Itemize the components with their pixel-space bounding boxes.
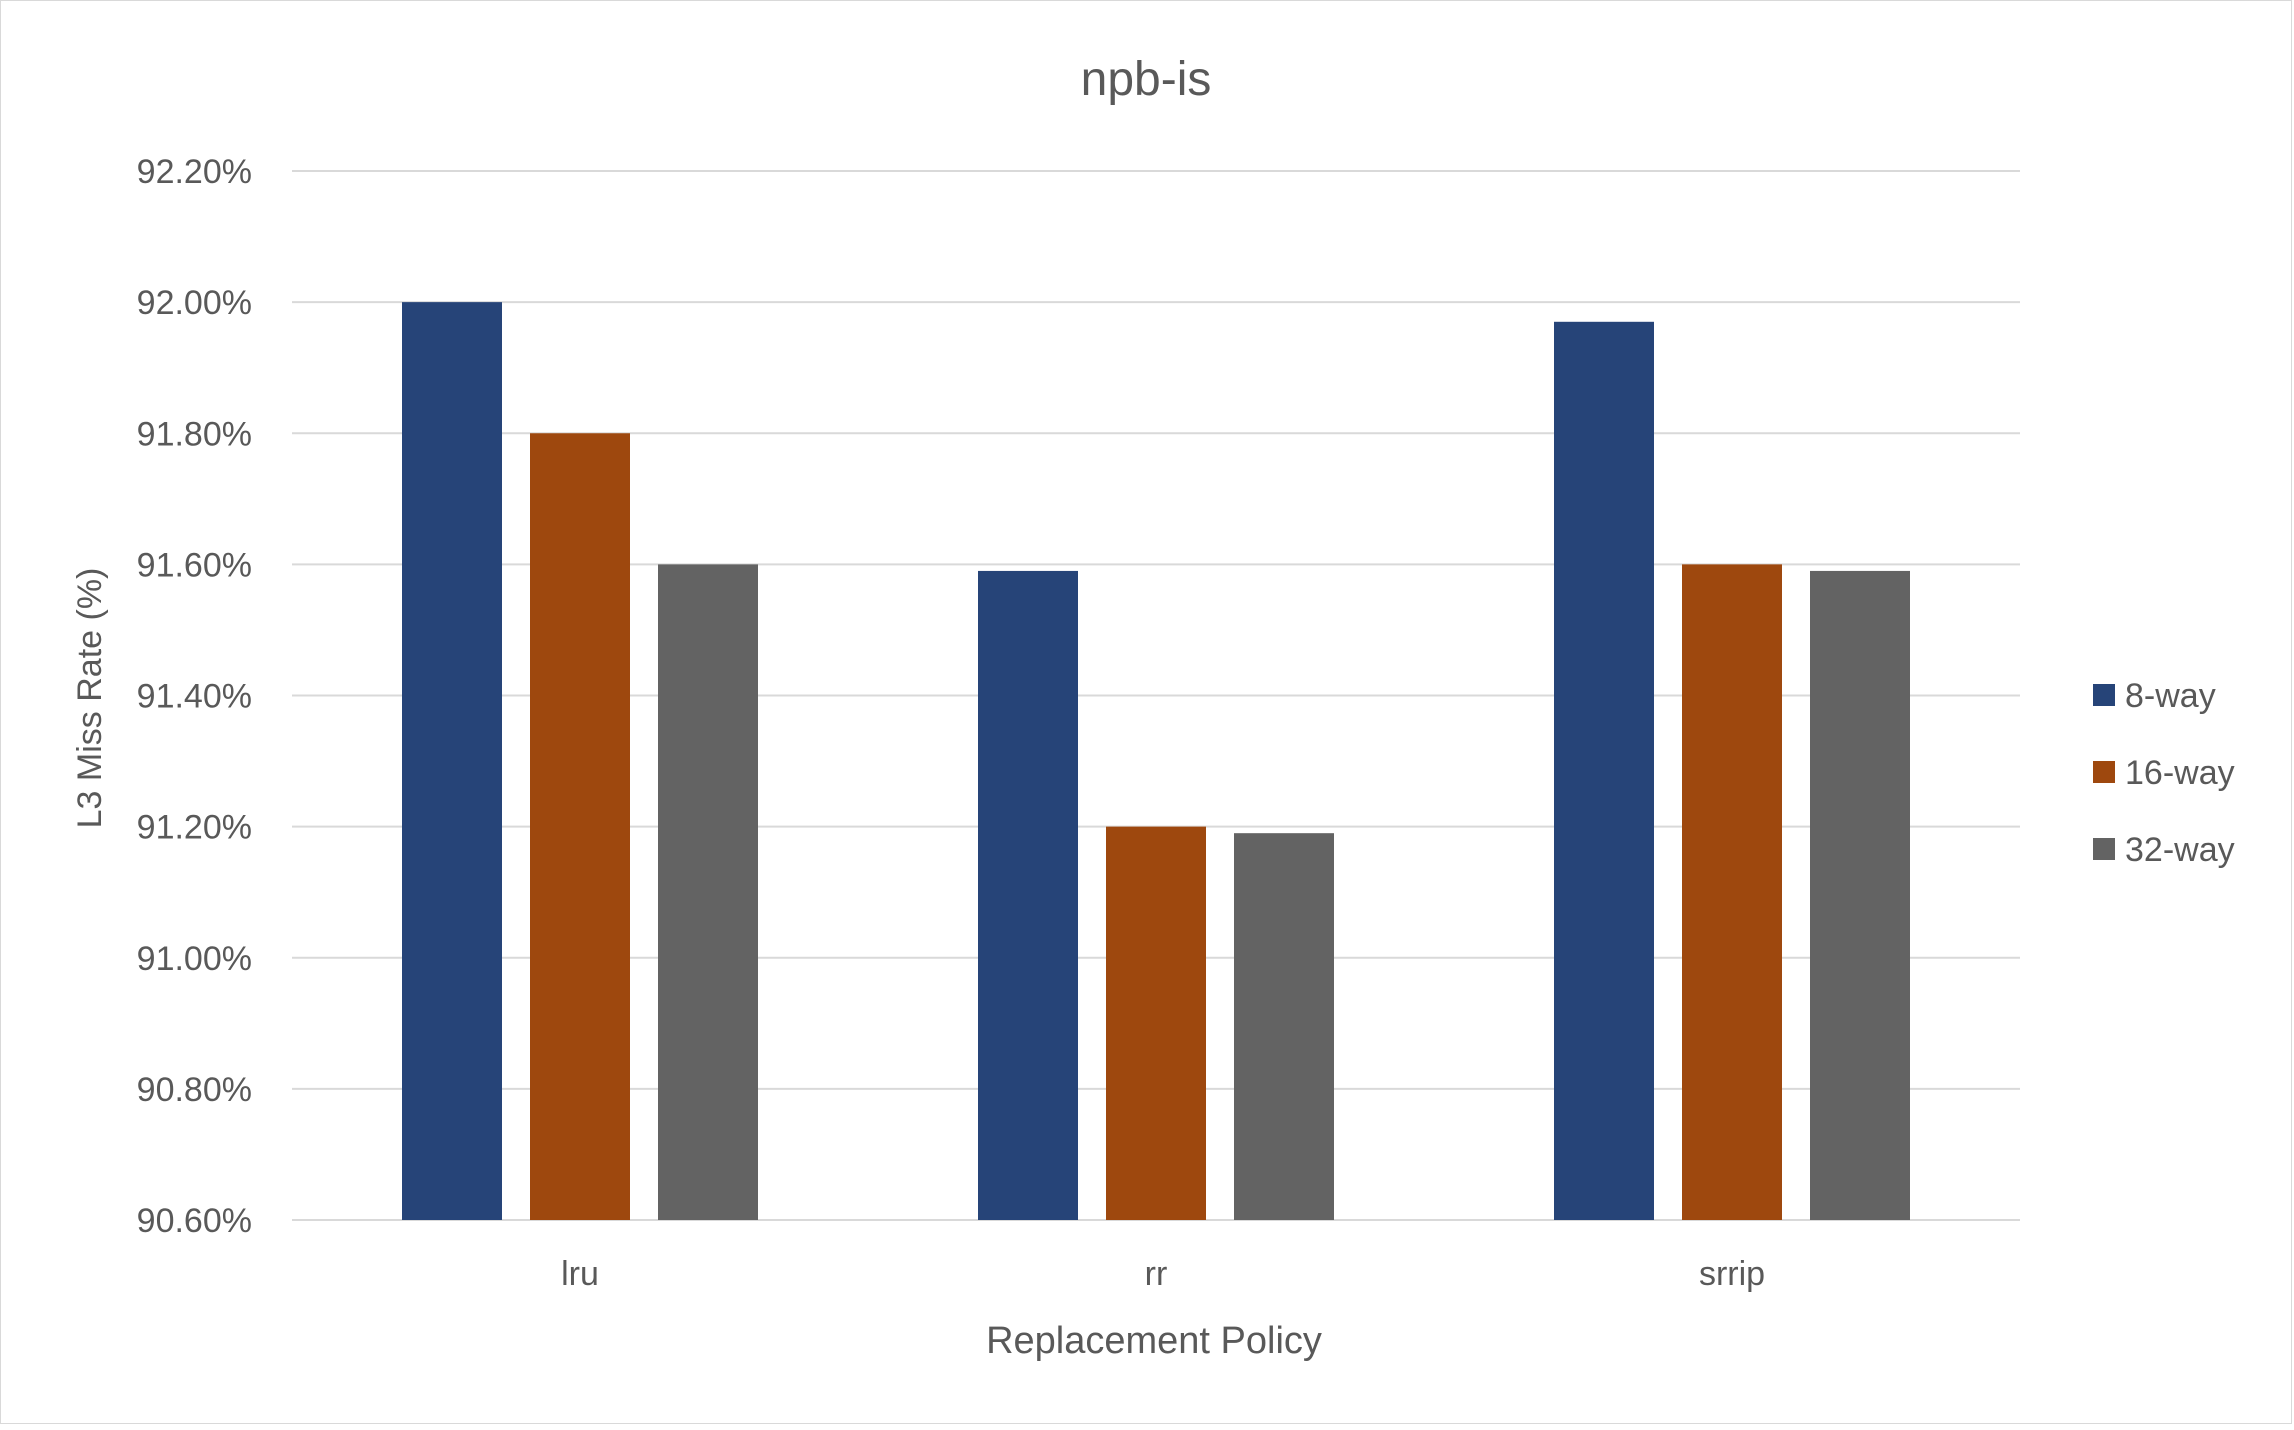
x-tick-label: srrip xyxy=(1699,1255,1765,1293)
x-axis-tick-labels: lru rr srrip xyxy=(561,1255,1765,1293)
y-axis-tick-labels: 90.60% 90.80% 91.00% 91.20% 91.40% 91.60% 91.8… xyxy=(137,153,252,1240)
x-tick-label: rr xyxy=(1145,1255,1168,1293)
y-tick-label: 90.80% xyxy=(137,1071,252,1109)
legend-label: 8-way xyxy=(2125,677,2216,715)
legend-swatch xyxy=(2093,684,2115,706)
bar-16-way-lru xyxy=(530,433,630,1220)
legend: 8-way 16-way 32-way xyxy=(2093,677,2235,869)
x-axis-label: Replacement Policy xyxy=(986,1320,1322,1362)
bar-32-way-rr xyxy=(1234,833,1334,1220)
bars xyxy=(402,302,1910,1220)
y-axis-label: L3 Miss Rate (%) xyxy=(71,568,109,829)
chart-title: npb-is xyxy=(1081,53,1212,106)
y-tick-label: 90.60% xyxy=(137,1202,252,1240)
legend-label: 16-way xyxy=(2125,754,2235,792)
y-tick-label: 92.20% xyxy=(137,153,252,191)
y-tick-label: 91.80% xyxy=(137,415,252,453)
legend-swatch xyxy=(2093,761,2115,783)
bar-8-way-srrip xyxy=(1554,321,1654,1220)
bar-16-way-rr xyxy=(1106,826,1206,1220)
x-tick-label: lru xyxy=(561,1255,599,1293)
legend-swatch xyxy=(2093,838,2115,860)
legend-label: 32-way xyxy=(2125,831,2235,869)
bar-8-way-lru xyxy=(402,302,502,1220)
y-tick-label: 91.60% xyxy=(137,546,252,584)
y-tick-label: 91.40% xyxy=(137,678,252,716)
bar-32-way-lru xyxy=(658,564,758,1220)
bar-16-way-srrip xyxy=(1682,564,1782,1220)
y-tick-label: 91.20% xyxy=(137,809,252,847)
bar-8-way-rr xyxy=(978,570,1078,1220)
bar-32-way-srrip xyxy=(1810,570,1910,1220)
y-tick-label: 92.00% xyxy=(137,284,252,322)
y-tick-label: 91.00% xyxy=(137,940,252,978)
